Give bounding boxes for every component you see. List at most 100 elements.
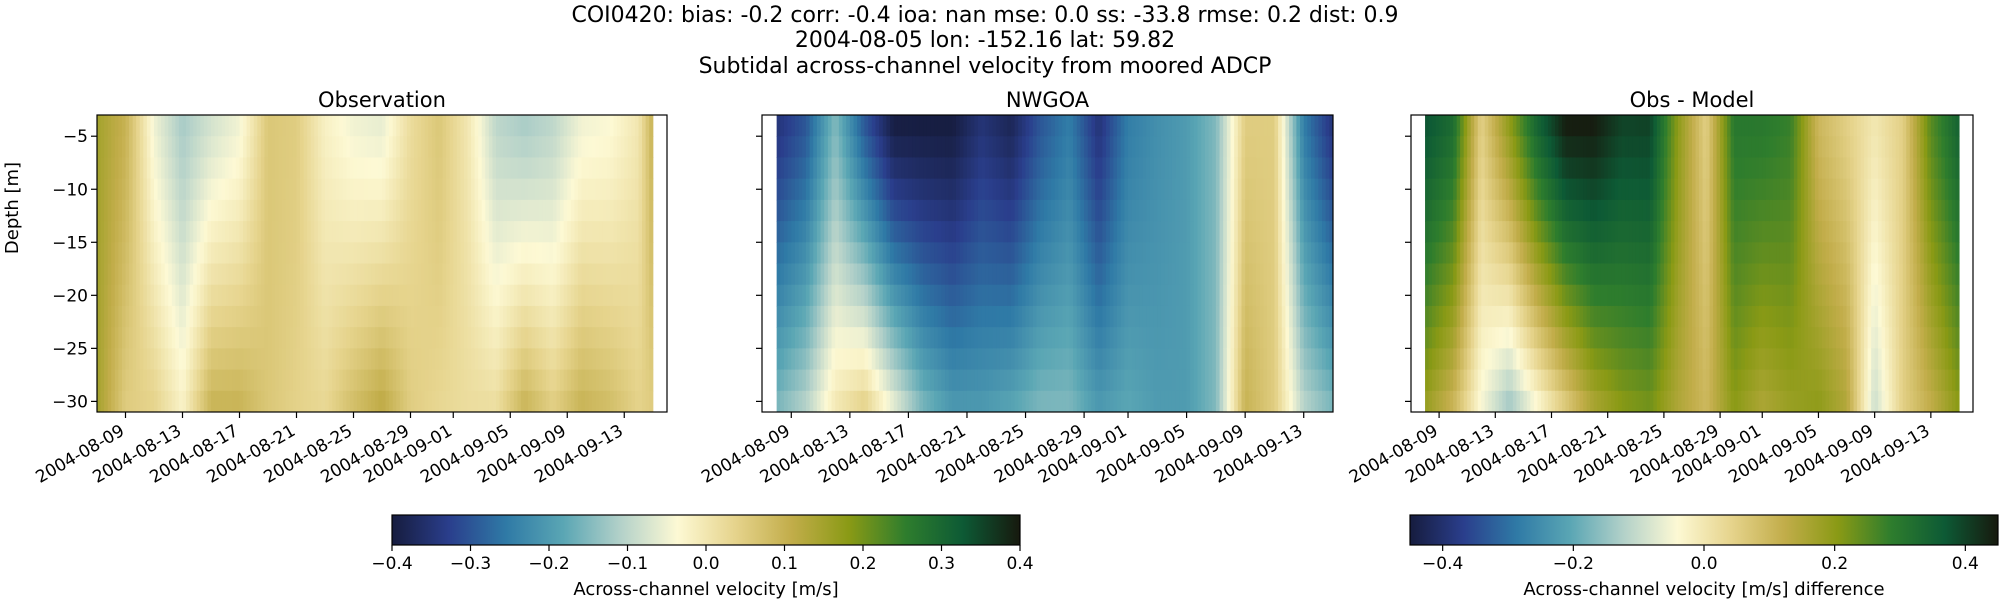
heatmap-cell [791, 369, 796, 392]
heatmap-cell [904, 136, 910, 159]
heatmap-cell [535, 221, 540, 243]
heatmap-cell [1565, 242, 1570, 265]
heatmap-cell [1215, 327, 1221, 349]
heatmap-cell [816, 263, 822, 286]
heatmap-cell [168, 327, 173, 349]
heatmap-cell [289, 390, 294, 412]
heatmap-cell [809, 199, 814, 222]
heatmap-cell [1149, 390, 1155, 412]
heatmap-cell [510, 305, 515, 328]
heatmap-cell [602, 199, 608, 222]
heatmap-cell [175, 327, 180, 349]
heatmap-cell [439, 199, 444, 222]
heatmap-cell [271, 263, 276, 286]
heatmap-cell [193, 178, 198, 201]
heatmap-cell [624, 157, 629, 180]
heatmap-cell [1296, 263, 1301, 286]
heatmap-cell [513, 369, 518, 392]
heatmap-cell [1186, 136, 1191, 159]
heatmap-cell [1484, 284, 1489, 307]
heatmap-cell [1544, 305, 1549, 328]
heatmap-cell [1142, 284, 1147, 307]
heatmap-cell [1237, 369, 1243, 392]
heatmap-cell [1069, 221, 1074, 243]
heatmap-cell [1168, 369, 1173, 392]
heatmap-cell [235, 242, 241, 265]
heatmap-cell [977, 327, 983, 349]
heatmap-cell [125, 242, 130, 265]
heatmap-cell [816, 199, 822, 222]
heatmap-cell [1160, 369, 1166, 392]
heatmap-cell [912, 115, 917, 137]
heatmap-cell [189, 115, 194, 137]
heatmap-cell [524, 115, 529, 137]
heatmap-cell [959, 115, 964, 137]
heatmap-cell [1274, 221, 1279, 243]
heatmap-cell [1201, 263, 1206, 286]
heatmap-cell [937, 178, 942, 201]
heatmap-cell [988, 242, 994, 265]
heatmap-cell [813, 284, 818, 307]
heatmap-cell [1186, 221, 1191, 243]
heatmap-cell [1516, 157, 1521, 180]
heatmap-cell [1197, 284, 1202, 307]
heatmap-cell [417, 327, 422, 349]
heatmap-cell [904, 305, 910, 328]
heatmap-cell [193, 221, 198, 243]
y-tick-label: −15 [52, 233, 88, 253]
heatmap-cell [200, 390, 205, 412]
heatmap-cell [1516, 369, 1521, 392]
heatmap-cell [791, 242, 796, 265]
heatmap-cell [977, 305, 983, 328]
heatmap-cell [794, 263, 800, 286]
heatmap-cell [1179, 157, 1184, 180]
heatmap-cell [846, 157, 851, 180]
heatmap-cell [339, 242, 344, 265]
heatmap-cell [1278, 157, 1283, 180]
heatmap-cell [897, 199, 902, 222]
heatmap-cell [1435, 242, 1440, 265]
heatmap-cell [1036, 369, 1041, 392]
heatmap-cell [1300, 199, 1305, 222]
heatmap-cell [250, 390, 255, 412]
heatmap-cell [446, 390, 451, 412]
heatmap-cell [1311, 348, 1316, 371]
heatmap-cell [342, 390, 347, 412]
heatmap-cell [1432, 157, 1437, 180]
heatmap-cell [1252, 390, 1257, 412]
heatmap-cell [257, 348, 262, 371]
heatmap-cell [606, 115, 611, 137]
heatmap-cell [456, 178, 461, 201]
heatmap-cell [1109, 284, 1114, 307]
heatmap-cell [904, 199, 910, 222]
heatmap-cell [378, 115, 383, 137]
heatmap-cell [1498, 348, 1503, 371]
heatmap-cell [1208, 305, 1213, 328]
heatmap-cell [328, 327, 333, 349]
heatmap-cell [517, 284, 522, 307]
heatmap-cell [449, 157, 454, 180]
heatmap-cell [1296, 178, 1301, 201]
heatmap-cell [955, 305, 961, 328]
heatmap-cell [357, 369, 362, 392]
panel-frame [761, 114, 1334, 413]
heatmap-cell [1519, 390, 1524, 412]
heatmap-cell [1076, 178, 1082, 201]
heatmap-cell [549, 136, 554, 159]
heatmap-cell [175, 178, 180, 201]
heatmap-cell [1446, 305, 1451, 328]
heatmap-cell [776, 284, 781, 307]
heatmap-cell [125, 284, 130, 307]
heatmap-cell [588, 115, 593, 137]
heatmap-cell [246, 157, 251, 180]
heatmap-cell [820, 136, 825, 159]
heatmap-cell [410, 305, 415, 328]
heatmap-cell [1263, 348, 1268, 371]
heatmap-cell [410, 327, 415, 349]
heatmap-cell [1256, 348, 1261, 371]
heatmap-cell [463, 221, 469, 243]
heatmap-cell [937, 221, 942, 243]
heatmap-cell [985, 305, 990, 328]
heatmap-cell [136, 348, 141, 371]
heatmap-cell [481, 136, 486, 159]
